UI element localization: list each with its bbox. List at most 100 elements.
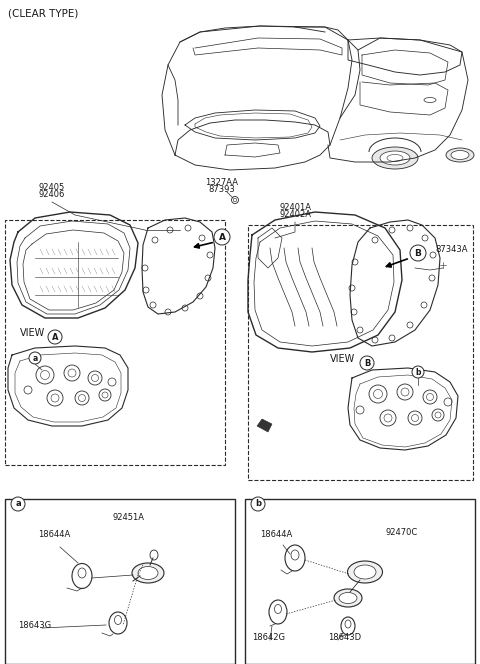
Ellipse shape [380, 151, 410, 165]
Ellipse shape [339, 592, 357, 604]
Text: 92451A: 92451A [112, 513, 144, 522]
Circle shape [384, 414, 392, 422]
Ellipse shape [275, 604, 281, 614]
Ellipse shape [138, 566, 158, 580]
Circle shape [152, 237, 158, 243]
Circle shape [251, 497, 265, 511]
Bar [5, 220, 225, 465]
Bar [245, 499, 475, 664]
Text: VIEW: VIEW [330, 354, 355, 364]
Circle shape [351, 309, 357, 315]
Text: 18643G: 18643G [18, 621, 51, 630]
Circle shape [205, 275, 211, 281]
Circle shape [165, 309, 171, 315]
Circle shape [48, 330, 62, 344]
Circle shape [372, 237, 378, 243]
Circle shape [427, 394, 433, 400]
Circle shape [182, 305, 188, 311]
Circle shape [88, 371, 102, 385]
Circle shape [401, 388, 409, 396]
Circle shape [68, 369, 76, 377]
Ellipse shape [269, 600, 287, 624]
Circle shape [47, 390, 63, 406]
Text: b: b [415, 367, 421, 376]
Text: 18644A: 18644A [38, 530, 70, 539]
Circle shape [92, 374, 98, 382]
Circle shape [40, 371, 49, 380]
Circle shape [349, 285, 355, 291]
Ellipse shape [424, 98, 436, 102]
Ellipse shape [72, 564, 92, 588]
Ellipse shape [334, 589, 362, 607]
Text: (CLEAR TYPE): (CLEAR TYPE) [8, 8, 78, 18]
Text: 1327AA: 1327AA [205, 178, 239, 187]
Ellipse shape [372, 147, 418, 169]
Ellipse shape [150, 550, 158, 560]
Circle shape [408, 411, 422, 425]
Circle shape [407, 225, 413, 231]
Text: 92401A: 92401A [279, 203, 311, 212]
Ellipse shape [348, 561, 383, 583]
Circle shape [199, 235, 205, 241]
Circle shape [432, 409, 444, 421]
Text: B: B [415, 248, 421, 258]
Circle shape [442, 264, 444, 266]
Polygon shape [297, 514, 328, 539]
Ellipse shape [109, 612, 127, 634]
Text: 18643D: 18643D [328, 633, 361, 642]
Ellipse shape [341, 617, 355, 635]
Circle shape [407, 322, 413, 328]
Text: 87393: 87393 [209, 185, 235, 194]
Text: 87343A: 87343A [435, 245, 468, 254]
Ellipse shape [285, 545, 305, 571]
Circle shape [389, 335, 395, 341]
Text: 92470C: 92470C [385, 528, 417, 537]
Text: a: a [15, 499, 21, 509]
Circle shape [411, 414, 419, 422]
Text: 18644A: 18644A [260, 530, 292, 539]
Circle shape [352, 259, 358, 265]
Polygon shape [257, 419, 272, 432]
Circle shape [185, 225, 191, 231]
Text: a: a [32, 353, 37, 363]
Circle shape [440, 262, 446, 268]
Circle shape [397, 384, 413, 400]
Circle shape [143, 287, 149, 293]
Ellipse shape [78, 568, 86, 578]
Circle shape [11, 497, 25, 511]
Circle shape [231, 197, 239, 203]
Ellipse shape [354, 565, 376, 579]
Circle shape [389, 227, 395, 233]
Circle shape [150, 302, 156, 308]
Text: VIEW: VIEW [20, 328, 45, 338]
Circle shape [99, 389, 111, 401]
Circle shape [142, 265, 148, 271]
Circle shape [29, 352, 41, 364]
Circle shape [64, 365, 80, 381]
Circle shape [24, 386, 32, 394]
Ellipse shape [387, 155, 403, 161]
Text: 92406: 92406 [39, 190, 65, 199]
Circle shape [423, 390, 437, 404]
Circle shape [372, 337, 378, 343]
Circle shape [373, 390, 383, 398]
Circle shape [430, 252, 436, 258]
Circle shape [207, 252, 213, 258]
Circle shape [36, 366, 54, 384]
Text: 92405: 92405 [39, 183, 65, 192]
Circle shape [412, 366, 424, 378]
Circle shape [357, 327, 363, 333]
Text: B: B [364, 359, 370, 367]
Circle shape [197, 293, 203, 299]
Circle shape [380, 410, 396, 426]
Circle shape [422, 235, 428, 241]
Circle shape [167, 227, 173, 233]
Circle shape [79, 394, 85, 402]
Circle shape [356, 406, 364, 414]
Circle shape [444, 398, 452, 406]
Circle shape [75, 391, 89, 405]
Circle shape [214, 229, 230, 245]
Ellipse shape [115, 616, 121, 625]
Ellipse shape [451, 151, 469, 159]
Circle shape [369, 385, 387, 403]
